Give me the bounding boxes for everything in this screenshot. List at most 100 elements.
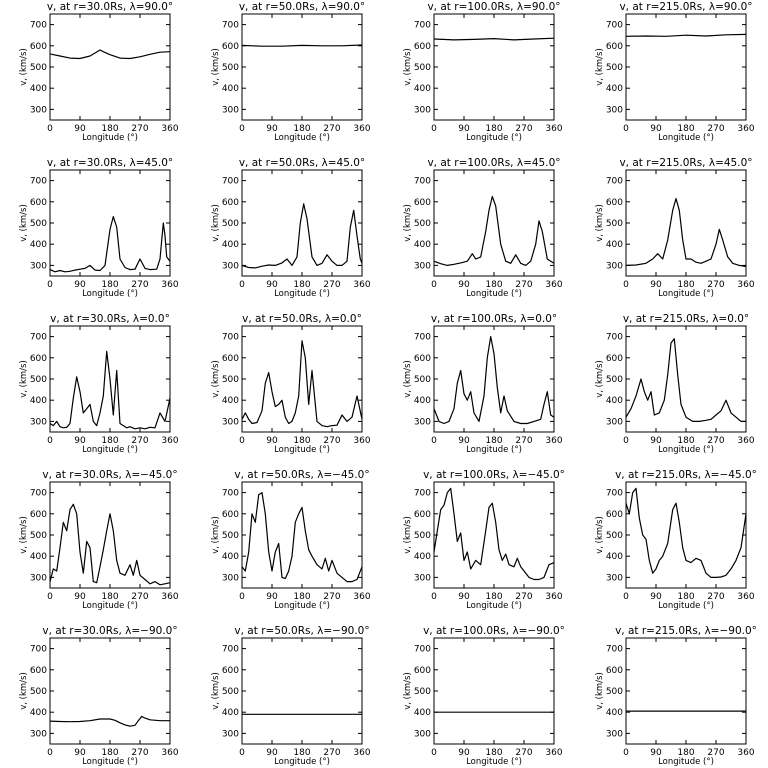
x-tick-label: 90	[458, 436, 470, 446]
y-tick-label: 700	[414, 645, 431, 655]
y-tick-label: 400	[414, 396, 431, 406]
x-tick-label: 90	[650, 124, 662, 134]
series-line	[625, 33, 747, 37]
x-tick-label: 180	[677, 748, 694, 758]
y-tick-label: 400	[414, 240, 431, 250]
y-tick-label: 400	[606, 396, 623, 406]
plot-frame	[625, 169, 747, 277]
subplot-8: v, at r=215.0Rs, λ=45.0° 0 90 180 270 360 300 4…	[595, 157, 755, 299]
series-line	[433, 487, 555, 581]
x-axis-label: Longitude (°)	[466, 445, 522, 455]
y-tick-label: 600	[222, 510, 239, 520]
y-axis-label: v, (km/s)	[595, 672, 605, 710]
x-tick-label: 0	[239, 748, 245, 758]
y-tick-label: 300	[30, 729, 47, 739]
subplot-14: v, at r=50.0Rs, λ=−45.0° 0 90 180 270 360 300 4…	[211, 469, 371, 611]
x-axis-label: Longitude (°)	[466, 133, 522, 143]
y-axis-label: v, (km/s)	[403, 672, 413, 710]
x-tick-label: 270	[515, 436, 532, 446]
plot-frame	[433, 637, 555, 745]
y-tick-label: 300	[606, 261, 623, 271]
x-tick-label: 360	[353, 124, 370, 134]
y-tick-label: 600	[606, 666, 623, 676]
subplot-title: v, at r=215.0Rs, λ=90.0°	[619, 1, 752, 13]
x-tick-label: 180	[101, 436, 118, 446]
x-tick-label: 360	[161, 124, 178, 134]
subplot-title: v, at r=215.0Rs, λ=45.0°	[619, 157, 752, 169]
x-tick-label: 180	[293, 436, 310, 446]
x-tick-label: 90	[266, 124, 278, 134]
subplot-title: v, at r=50.0Rs, λ=45.0°	[239, 157, 365, 169]
x-tick-label: 90	[266, 436, 278, 446]
series-line	[49, 49, 171, 60]
x-tick-label: 360	[353, 280, 370, 290]
y-tick-label: 500	[414, 219, 431, 229]
subplot-title: v, at r=215.0Rs, λ=0.0°	[623, 313, 749, 325]
series-line	[433, 37, 555, 41]
y-tick-label: 700	[414, 333, 431, 343]
y-tick-label: 300	[222, 729, 239, 739]
plot-frame	[625, 13, 747, 121]
x-tick-label: 360	[161, 592, 178, 602]
y-tick-label: 400	[222, 240, 239, 250]
y-tick-label: 500	[30, 375, 47, 385]
y-tick-label: 700	[222, 177, 239, 187]
x-tick-label: 90	[266, 748, 278, 758]
y-axis-label: v, (km/s)	[403, 48, 413, 86]
y-tick-label: 500	[606, 687, 623, 697]
x-tick-label: 90	[650, 280, 662, 290]
x-tick-label: 270	[515, 280, 532, 290]
series-line	[241, 203, 363, 269]
x-tick-label: 180	[293, 124, 310, 134]
subplot-title: v, at r=215.0Rs, λ=−45.0°	[615, 469, 757, 481]
subplot-15: v, at r=100.0Rs, λ=−45.0° 0 90 180 270 360 300…	[403, 469, 565, 611]
x-tick-label: 90	[266, 280, 278, 290]
y-tick-label: 400	[414, 84, 431, 94]
x-tick-label: 180	[485, 280, 502, 290]
y-tick-label: 400	[30, 84, 47, 94]
series-line	[241, 492, 363, 583]
y-tick-label: 500	[414, 63, 431, 73]
y-axis-label: v, (km/s)	[403, 516, 413, 554]
plot-frame	[49, 169, 171, 277]
x-tick-label: 360	[161, 280, 178, 290]
x-tick-label: 0	[239, 592, 245, 602]
y-tick-label: 400	[606, 240, 623, 250]
x-tick-label: 0	[239, 280, 245, 290]
x-axis-label: Longitude (°)	[82, 289, 138, 299]
y-tick-label: 600	[222, 198, 239, 208]
y-axis-label: v, (km/s)	[595, 516, 605, 554]
x-axis-label: Longitude (°)	[82, 445, 138, 455]
plot-frame	[49, 13, 171, 121]
series-line	[433, 195, 555, 266]
x-tick-label: 270	[515, 592, 532, 602]
x-axis-label: Longitude (°)	[466, 757, 522, 767]
y-tick-label: 500	[222, 375, 239, 385]
series-line	[49, 350, 171, 430]
x-tick-label: 270	[131, 436, 148, 446]
y-tick-label: 700	[30, 21, 47, 31]
x-tick-label: 0	[623, 592, 629, 602]
y-tick-label: 700	[30, 333, 47, 343]
x-tick-label: 270	[131, 748, 148, 758]
x-tick-label: 270	[515, 124, 532, 134]
series-line	[433, 336, 555, 425]
x-axis-label: Longitude (°)	[274, 601, 330, 611]
y-tick-label: 500	[222, 687, 239, 697]
y-tick-label: 500	[606, 375, 623, 385]
subplot-13: v, at r=30.0Rs, λ=−45.0° 0 90 180 270 360 300 4…	[19, 469, 179, 611]
x-tick-label: 360	[545, 124, 562, 134]
subplot-title: v, at r=100.0Rs, λ=45.0°	[427, 157, 560, 169]
y-tick-label: 300	[222, 105, 239, 115]
plot-frame	[625, 637, 747, 745]
subplot-20: v, at r=215.0Rs, λ=−90.0° 0 90 180 270 360 300…	[595, 625, 757, 767]
x-tick-label: 180	[485, 436, 502, 446]
x-tick-label: 0	[431, 280, 437, 290]
y-tick-label: 600	[222, 354, 239, 364]
y-tick-label: 500	[30, 531, 47, 541]
y-tick-label: 500	[414, 375, 431, 385]
y-tick-label: 700	[606, 21, 623, 31]
y-tick-label: 500	[222, 63, 239, 73]
subplot-1: v, at r=30.0Rs, λ=90.0° 0 90 180 270 360 300 40…	[19, 1, 179, 143]
